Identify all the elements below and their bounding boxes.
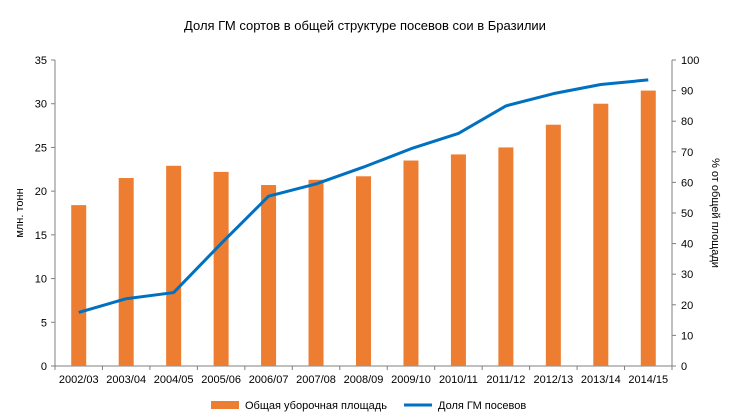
left-tick-label: 25 xyxy=(35,142,47,154)
right-tick-label: 0 xyxy=(681,361,687,373)
x-tick-label: 2007/08 xyxy=(296,374,336,386)
bar xyxy=(403,160,419,366)
bar xyxy=(308,179,324,366)
bar xyxy=(640,90,656,366)
x-tick-label: 2013/14 xyxy=(581,374,621,386)
right-tick-label: 30 xyxy=(681,269,693,281)
x-tick-label: 2008/09 xyxy=(344,374,384,386)
y-axis-label-right: % от общей площади xyxy=(709,158,721,268)
right-tick-label: 70 xyxy=(681,147,693,159)
bar xyxy=(498,147,514,366)
x-tick-label: 2014/15 xyxy=(628,374,668,386)
right-tick-label: 20 xyxy=(681,300,693,312)
line-series-path xyxy=(78,78,649,314)
x-tick-label: 2003/04 xyxy=(106,374,146,386)
legend: Общая уборочная площадь Доля ГМ посевов xyxy=(211,400,526,412)
legend-bar-swatch xyxy=(211,401,239,409)
x-tick-label: 2002/03 xyxy=(59,374,99,386)
x-tick-label: 2011/12 xyxy=(486,374,525,386)
right-tick-label: 10 xyxy=(681,330,693,342)
left-tick-label: 30 xyxy=(35,99,47,111)
bar xyxy=(213,171,229,366)
right-tick-label: 60 xyxy=(681,177,693,189)
bar xyxy=(545,124,561,366)
x-tick-label: 2009/10 xyxy=(391,374,431,386)
right-tick-label: 50 xyxy=(681,208,693,220)
left-y-ticks: 0 5 10 15 20 25 30 35 xyxy=(35,55,55,373)
chart-title: Доля ГМ сортов в общей структуре посевов… xyxy=(184,18,546,33)
left-tick-label: 35 xyxy=(35,55,47,67)
bar xyxy=(450,154,466,366)
x-ticks: 2002/03 2003/04 2004/05 2005/06 2006/07 2007/… xyxy=(54,366,673,386)
right-tick-label: 100 xyxy=(681,55,699,67)
right-tick-label: 40 xyxy=(681,239,693,251)
bar xyxy=(166,165,182,366)
left-tick-label: 10 xyxy=(35,274,47,286)
left-tick-label: 0 xyxy=(41,361,47,373)
y-axis-label-left: млн. тонн xyxy=(14,188,26,237)
bar xyxy=(593,103,609,366)
bar xyxy=(356,176,371,366)
right-tick-label: 90 xyxy=(681,86,693,98)
bar-series xyxy=(71,90,656,366)
x-tick-label: 2010/11 xyxy=(439,374,478,386)
x-tick-label: 2012/13 xyxy=(533,374,573,386)
right-tick-label: 80 xyxy=(681,116,693,128)
bar xyxy=(261,185,277,366)
x-tick-label: 2005/06 xyxy=(201,374,241,386)
legend-line-label: Доля ГМ посевов xyxy=(438,400,526,412)
left-tick-label: 20 xyxy=(35,186,47,198)
bar xyxy=(71,205,87,366)
left-tick-label: 15 xyxy=(35,230,47,242)
line-series xyxy=(78,78,649,314)
bar xyxy=(118,178,134,366)
left-tick-label: 5 xyxy=(41,317,47,329)
legend-bar-label: Общая уборочная площадь xyxy=(245,400,387,412)
right-y-ticks: 0 10 20 30 40 50 60 70 80 90 100 xyxy=(672,55,699,373)
x-tick-label: 2006/07 xyxy=(249,374,289,386)
x-tick-label: 2004/05 xyxy=(154,374,194,386)
